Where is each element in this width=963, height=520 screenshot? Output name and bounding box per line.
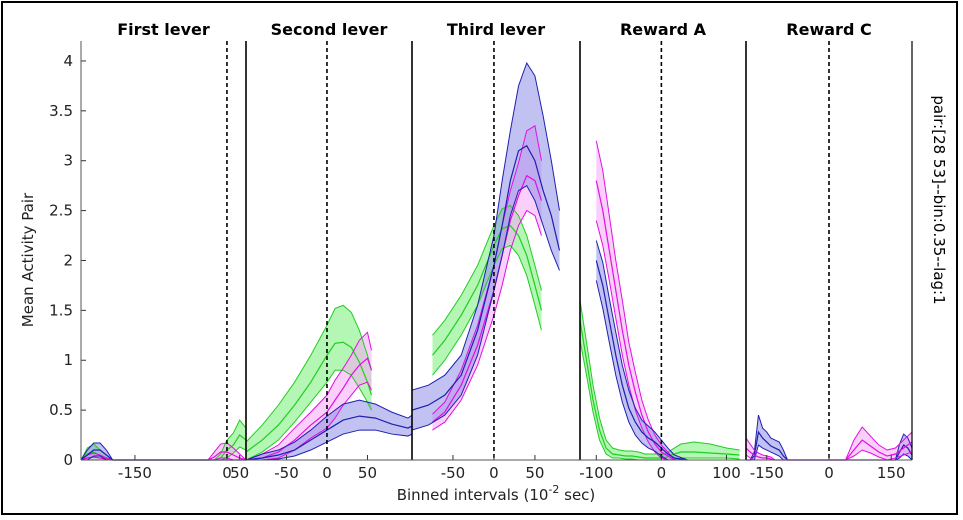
blue-mean-line (595, 260, 688, 461)
panel-title: Second lever (271, 20, 388, 39)
magenta-band-edge (432, 209, 542, 431)
green-mean-line (246, 341, 373, 453)
magenta-band-edge (246, 331, 372, 461)
blue-confidence-band (246, 400, 412, 460)
x-tick-label: 0 (657, 464, 667, 482)
y-tick-label: 2.5 (49, 202, 73, 220)
magenta-band-edge (246, 381, 372, 461)
blue-band-edge (246, 399, 412, 461)
x-tick-label: 50 (525, 464, 544, 482)
y-axis-label: Mean Activity Pair (19, 192, 37, 327)
x-axis-label-text: Binned intervals (10 (397, 486, 549, 504)
x-tick-label: -100 (579, 464, 613, 482)
y-tick-label: 2 (63, 251, 73, 269)
x-tick-label: 0 (222, 464, 232, 482)
x-tick-label: -150 (118, 464, 152, 482)
x-tick-label: 150 (877, 464, 906, 482)
blue-band-edge (412, 184, 560, 431)
panel-lines-1 (246, 304, 412, 461)
blue-mean-line (746, 430, 912, 461)
panel-bands-1 (246, 305, 412, 460)
y-tick-label: 1 (63, 351, 73, 369)
panel-title: Third lever (447, 20, 545, 39)
y-tick-label: 0.5 (49, 401, 73, 419)
green-mean-line (580, 320, 740, 459)
y-tick-label: 3 (63, 152, 73, 170)
x-tick-label: 0 (824, 464, 834, 482)
x-tick-label: -150 (750, 464, 784, 482)
panel-bands-2 (412, 62, 560, 431)
x-tick-label: -50 (441, 464, 466, 482)
panel-bands-4 (746, 415, 912, 460)
y-tick-label: 4 (63, 52, 73, 70)
panel-title: First lever (117, 20, 210, 39)
blue-band-edge (412, 61, 561, 391)
y-tick-label: 3.5 (49, 102, 73, 120)
blue-confidence-band (412, 62, 560, 431)
green-confidence-band (246, 305, 372, 460)
x-tick-label: 50 (230, 464, 249, 482)
panel-lines-3 (580, 140, 740, 461)
panel-title: Reward A (620, 20, 707, 39)
panel-bands-3 (580, 140, 740, 460)
y-tick-label: 0 (63, 451, 73, 469)
panel-lines-2 (412, 61, 561, 431)
green-confidence-band (432, 205, 542, 376)
green-band-edge (432, 205, 542, 336)
y-tick-label: 1.5 (49, 301, 73, 319)
x-tick-label: 0 (322, 464, 332, 482)
x-tick-label: 100 (712, 464, 741, 482)
magenta-mean-line (246, 357, 373, 461)
green-band-edge (580, 300, 740, 455)
blue-mean-line (412, 144, 561, 411)
blue-band-edge (595, 240, 688, 461)
blue-mean-line (246, 415, 412, 461)
x-axis-label: Binned intervals (10-2 sec) (397, 483, 596, 504)
green-mean-line (432, 224, 543, 356)
x-axis-label-exponent: -2 (548, 483, 559, 496)
magenta-mean-line (595, 180, 675, 461)
x-tick-label: 50 (358, 464, 377, 482)
panel-title: Reward C (786, 20, 871, 39)
green-band-edge (432, 244, 542, 376)
blue-band-edge (595, 280, 688, 461)
magenta-confidence-band (596, 140, 675, 460)
blue-confidence-band (81, 443, 246, 460)
x-tick-label: 0 (489, 464, 499, 482)
magenta-band-edge (595, 140, 675, 461)
green-band-edge (246, 304, 372, 443)
blue-band-edge (246, 429, 412, 461)
x-tick-label: -50 (274, 464, 299, 482)
magenta-confidence-band (746, 427, 912, 460)
pair-parameter-label: pair:[28 53]--bin:0.35--lag:1 (930, 95, 948, 304)
green-band-edge (246, 369, 372, 461)
confidence-bands (81, 62, 912, 460)
x-axis-label-unit: sec) (559, 486, 595, 504)
green-confidence-band (580, 300, 740, 460)
